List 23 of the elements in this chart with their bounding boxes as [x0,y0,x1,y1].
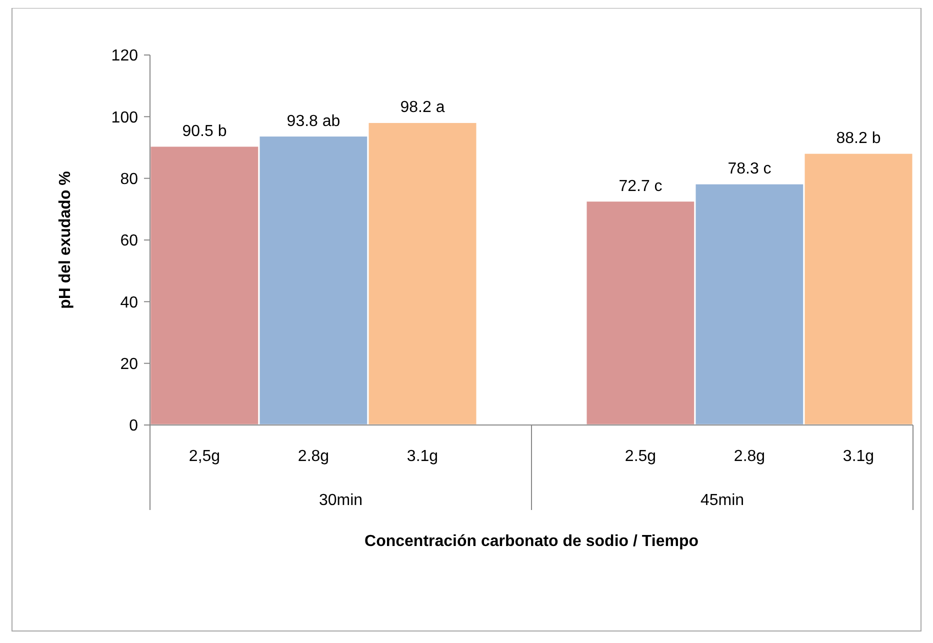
y-tick-label: 80 [120,170,138,188]
data-label: 98.2 a [400,99,445,116]
y-tick-label: 20 [120,356,138,373]
x-tick-label: 3.1g [842,448,874,465]
data-label: 72.7 c [618,178,662,195]
y-tick-label: 60 [120,232,138,250]
x-axis-title: Concentración carbonato de sodio / Tiempo [364,533,699,550]
x-tick-label: 3.1g [406,448,438,465]
data-label: 93.8 ab [286,112,340,130]
y-axis-title: pH del exudado % [57,171,74,309]
text: 45min [700,492,744,509]
x-tick-label: 2.5g [624,448,656,465]
data-label: 90.5 b [182,122,227,140]
data-label: 88.2 b [836,130,881,148]
x-tick-label: 2.8g [734,448,766,465]
y-tick-label: 40 [120,294,138,312]
x-tick-label: 2,5g [188,448,220,465]
y-tick-label: 0 [129,418,138,435]
y-tick-label: 120 [111,48,138,65]
y-tick-label: 100 [111,109,138,126]
text: 30min [318,492,363,509]
data-label: 78.3 c [728,160,772,178]
x-tick-label: 2.8g [298,448,330,465]
